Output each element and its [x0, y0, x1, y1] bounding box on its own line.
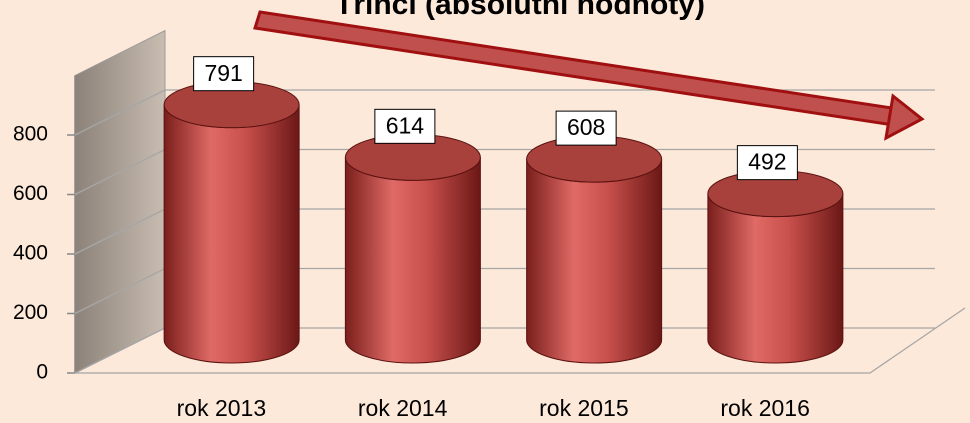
y-tick-label: 200: [13, 301, 48, 324]
value-label-box: [555, 110, 617, 146]
y-tick-label: 800: [13, 123, 48, 146]
x-tick-label: rok 2015: [539, 395, 629, 421]
y-tick-label: 400: [13, 242, 48, 265]
chart-title: Třinci (absolutní hodnoty): [335, 0, 705, 21]
cylinder: [344, 157, 481, 364]
side-wall: [74, 29, 166, 374]
cylinder: [707, 193, 844, 364]
value-label: 492: [748, 149, 786, 175]
trend-arrow-head: [884, 93, 925, 141]
trend-arrow-shaft: [253, 10, 907, 128]
value-label-box: [193, 56, 255, 92]
cylinder: [163, 104, 300, 364]
value-label: 608: [567, 114, 605, 140]
x-tick-label: rok 2016: [720, 395, 810, 421]
x-tick-label: rok 2014: [358, 395, 448, 421]
value-label: 614: [386, 112, 425, 138]
y-tick-label: 600: [13, 182, 48, 205]
value-label-box: [374, 108, 436, 144]
y-tick-label: 0: [36, 361, 48, 384]
floor-edge: [75, 307, 966, 374]
value-label-box: [736, 145, 798, 181]
x-tick-label: rok 2013: [177, 395, 267, 421]
value-label: 791: [204, 60, 242, 86]
cylinder: [526, 159, 663, 364]
marks: rok 2013 791 rok 2014 614 rok 2015 608 rok 201…: [163, 56, 844, 421]
